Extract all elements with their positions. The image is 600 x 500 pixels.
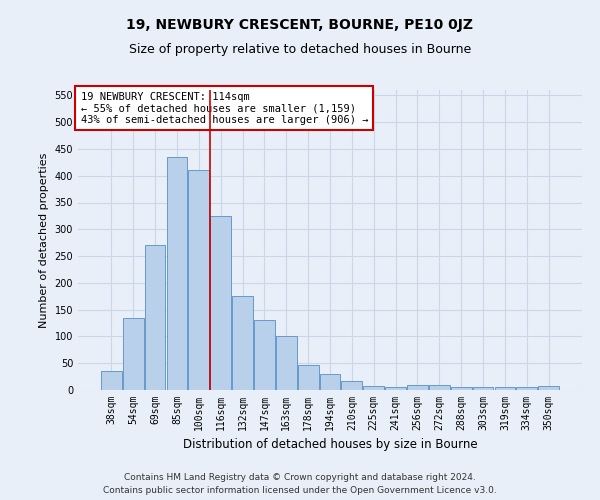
Bar	[494, 388, 515, 390]
Bar	[473, 388, 493, 390]
Bar	[232, 296, 253, 390]
Text: Contains HM Land Registry data © Crown copyright and database right 2024.: Contains HM Land Registry data © Crown c…	[124, 474, 476, 482]
Bar	[210, 216, 231, 390]
Bar	[298, 365, 319, 390]
Bar	[254, 320, 275, 390]
Bar	[123, 318, 143, 390]
Text: Contains public sector information licensed under the Open Government Licence v3: Contains public sector information licen…	[103, 486, 497, 495]
Bar	[167, 157, 187, 390]
Bar	[429, 384, 450, 390]
Y-axis label: Number of detached properties: Number of detached properties	[39, 152, 49, 328]
Bar	[188, 170, 209, 390]
Bar	[385, 388, 406, 390]
Bar	[320, 374, 340, 390]
Text: 19 NEWBURY CRESCENT: 114sqm
← 55% of detached houses are smaller (1,159)
43% of : 19 NEWBURY CRESCENT: 114sqm ← 55% of det…	[80, 92, 368, 124]
Bar	[364, 386, 384, 390]
Bar	[517, 388, 537, 390]
Text: Size of property relative to detached houses in Bourne: Size of property relative to detached ho…	[129, 42, 471, 56]
Bar	[538, 386, 559, 390]
Bar	[407, 384, 428, 390]
Bar	[341, 381, 362, 390]
Bar	[145, 246, 166, 390]
Text: 19, NEWBURY CRESCENT, BOURNE, PE10 0JZ: 19, NEWBURY CRESCENT, BOURNE, PE10 0JZ	[127, 18, 473, 32]
Bar	[451, 388, 472, 390]
X-axis label: Distribution of detached houses by size in Bourne: Distribution of detached houses by size …	[182, 438, 478, 452]
Bar	[276, 336, 296, 390]
Bar	[101, 371, 122, 390]
